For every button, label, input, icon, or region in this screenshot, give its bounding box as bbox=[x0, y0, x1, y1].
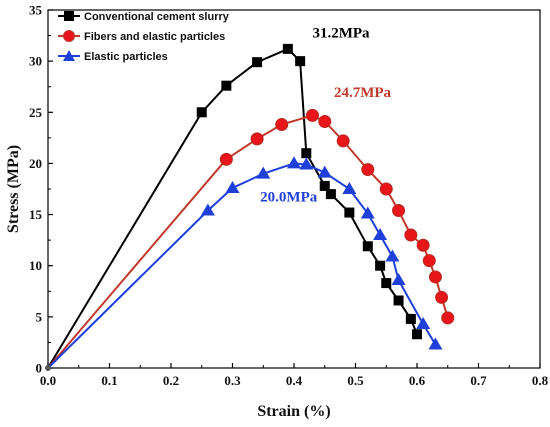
y-tick-label: 25 bbox=[29, 105, 43, 120]
data-point bbox=[200, 203, 215, 216]
data-point bbox=[318, 114, 332, 128]
legend-item-fibers: Fibers and elastic particles bbox=[58, 30, 225, 43]
data-point bbox=[375, 260, 386, 271]
series-line-fibers bbox=[47, 114, 449, 369]
data-point bbox=[428, 337, 443, 350]
data-point bbox=[416, 317, 431, 330]
data-point bbox=[305, 108, 319, 122]
data-point bbox=[422, 254, 436, 268]
x-axis-title: Strain (%) bbox=[257, 403, 330, 420]
x-tick-label: 0.4 bbox=[286, 373, 303, 388]
legend-label-fibers: Fibers and elastic particles bbox=[84, 31, 225, 43]
data-point bbox=[342, 182, 357, 194]
series-conventional bbox=[47, 43, 422, 369]
annotation-conventional: 31.2MPa bbox=[312, 26, 370, 42]
data-point bbox=[275, 118, 289, 132]
x-tick-label: 0.0 bbox=[40, 373, 56, 388]
x-tick-label: 0.3 bbox=[224, 373, 241, 388]
data-point bbox=[360, 206, 375, 219]
data-point bbox=[385, 249, 400, 262]
legend-label-conventional: Conventional cement slurry bbox=[84, 11, 230, 23]
data-point bbox=[405, 313, 416, 324]
y-tick-label: 30 bbox=[29, 54, 42, 69]
data-point bbox=[336, 134, 350, 148]
data-point bbox=[319, 180, 330, 191]
data-point bbox=[404, 228, 418, 242]
data-point bbox=[344, 207, 355, 218]
data-point bbox=[379, 182, 393, 196]
y-tick-label: 15 bbox=[29, 207, 43, 222]
data-point bbox=[416, 238, 430, 252]
data-point bbox=[393, 295, 404, 306]
y-tick-label: 0 bbox=[36, 361, 43, 376]
y-tick-label: 20 bbox=[29, 156, 42, 171]
annotation-fibers: 24.7MPa bbox=[334, 85, 392, 101]
data-point bbox=[325, 189, 336, 200]
data-point bbox=[295, 56, 306, 67]
legend-item-conventional: Conventional cement slurry bbox=[58, 11, 230, 23]
y-tick-label: 5 bbox=[36, 309, 43, 324]
data-point bbox=[317, 165, 332, 178]
data-point bbox=[225, 180, 240, 193]
data-point bbox=[221, 80, 232, 91]
data-point bbox=[412, 329, 422, 340]
data-point bbox=[299, 157, 314, 170]
data-point bbox=[287, 156, 301, 169]
y-tick-label: 35 bbox=[29, 3, 43, 18]
data-point bbox=[282, 43, 293, 54]
series-fibers bbox=[47, 108, 455, 369]
y-axis-title: Stress (MPa) bbox=[5, 145, 22, 233]
data-point bbox=[362, 241, 373, 252]
data-point bbox=[196, 107, 207, 118]
legend-label-elastic: Elastic particles bbox=[84, 51, 168, 63]
data-point bbox=[301, 148, 312, 159]
legend-marker-conventional bbox=[64, 11, 74, 21]
legend-marker-fibers bbox=[63, 30, 75, 42]
legend: Conventional cement slurry Fibers and el… bbox=[58, 11, 230, 63]
x-tick-label: 0.5 bbox=[347, 373, 364, 388]
data-point bbox=[361, 163, 375, 177]
data-point bbox=[428, 270, 442, 284]
data-point bbox=[441, 311, 455, 325]
data-point bbox=[252, 57, 263, 68]
data-point bbox=[250, 132, 264, 146]
x-tick-label: 0.7 bbox=[470, 373, 487, 388]
data-point bbox=[256, 166, 271, 179]
data-point bbox=[392, 203, 406, 217]
annotation-elastic: 20.0MPa bbox=[260, 189, 318, 205]
x-tick-label: 0.1 bbox=[101, 373, 117, 388]
data-point bbox=[219, 152, 233, 166]
legend-item-elastic: Elastic particles bbox=[58, 50, 168, 63]
data-point bbox=[373, 228, 388, 241]
series-elastic bbox=[47, 156, 443, 369]
x-tick-label: 0.8 bbox=[532, 373, 549, 388]
data-point bbox=[435, 290, 449, 304]
y-tick-label: 10 bbox=[29, 258, 42, 273]
x-tick-label: 0.2 bbox=[163, 373, 179, 388]
origin-point bbox=[45, 365, 51, 371]
data-point bbox=[381, 278, 392, 289]
data-point bbox=[391, 273, 406, 286]
x-tick-label: 0.6 bbox=[409, 373, 426, 388]
legend-marker-elastic bbox=[63, 50, 75, 61]
